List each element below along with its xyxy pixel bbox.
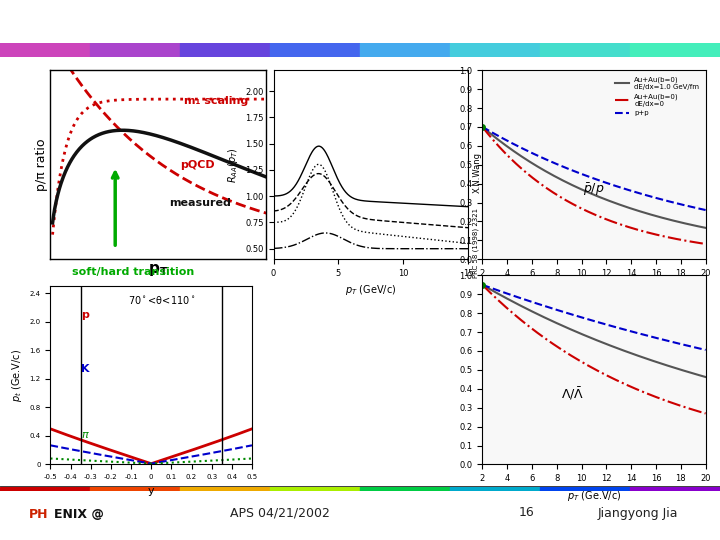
Bar [0, 487, 90, 491]
Bar [90, 43, 180, 57]
Text: $\pi$: $\pi$ [81, 430, 89, 440]
Bar [270, 487, 360, 491]
Bar [90, 487, 180, 491]
Bar [270, 43, 360, 57]
X-axis label: $p_T$ (GeV/c): $p_T$ (GeV/c) [345, 284, 397, 298]
Bar [540, 43, 630, 57]
Text: PH: PH [29, 508, 48, 521]
Text: 70$^\circ$<θ<110$^\circ$: 70$^\circ$<θ<110$^\circ$ [127, 294, 195, 306]
Bar [180, 43, 270, 57]
X-axis label: y: y [148, 485, 155, 496]
Bar [360, 43, 450, 57]
Text: K: K [81, 364, 89, 374]
Text: PRC 58 (1998) 2321: PRC 58 (1998) 2321 [472, 208, 479, 278]
Bar [630, 43, 720, 57]
Text: p: p [81, 310, 89, 320]
Text: soft/hard transition: soft/hard transition [72, 267, 194, 278]
X-axis label: $\mathbf{p_T}$: $\mathbf{p_T}$ [148, 262, 168, 278]
Text: 16: 16 [518, 507, 534, 519]
Y-axis label: $p_t$ (Ge.V/c): $p_t$ (Ge.V/c) [10, 349, 24, 402]
Text: $\bar{p}/p$: $\bar{p}/p$ [583, 181, 604, 198]
Y-axis label: $R_{AA}(p_T)$: $R_{AA}(p_T)$ [226, 147, 240, 183]
Bar [0, 43, 90, 57]
Y-axis label: p/π ratio: p/π ratio [35, 138, 48, 191]
Text: X.N.Wang: X.N.Wang [472, 152, 481, 193]
Bar [450, 43, 540, 57]
Bar [450, 487, 540, 491]
Bar [360, 487, 450, 491]
Text: APS 04/21/2002: APS 04/21/2002 [230, 507, 330, 519]
Bar [540, 487, 630, 491]
Text: pQCD: pQCD [180, 160, 215, 171]
Text: $\Lambda/\bar{\Lambda}$: $\Lambda/\bar{\Lambda}$ [560, 385, 584, 402]
Bar [630, 487, 720, 491]
X-axis label: $p_T$ (Ge.V/c): $p_T$ (Ge.V/c) [567, 489, 621, 503]
Text: measured: measured [169, 198, 231, 208]
Text: ENIX @: ENIX @ [54, 508, 104, 521]
Legend: Au+Au(b=0)
dE/dx=1.0 GeV/fm, Au+Au(b=0)
dE/dx=0, p+p: Au+Au(b=0) dE/dx=1.0 GeV/fm, Au+Au(b=0) … [612, 73, 702, 119]
Text: m₁ scaling: m₁ scaling [184, 96, 248, 106]
Text: Jiangyong Jia: Jiangyong Jia [598, 507, 678, 519]
Bar [180, 487, 270, 491]
